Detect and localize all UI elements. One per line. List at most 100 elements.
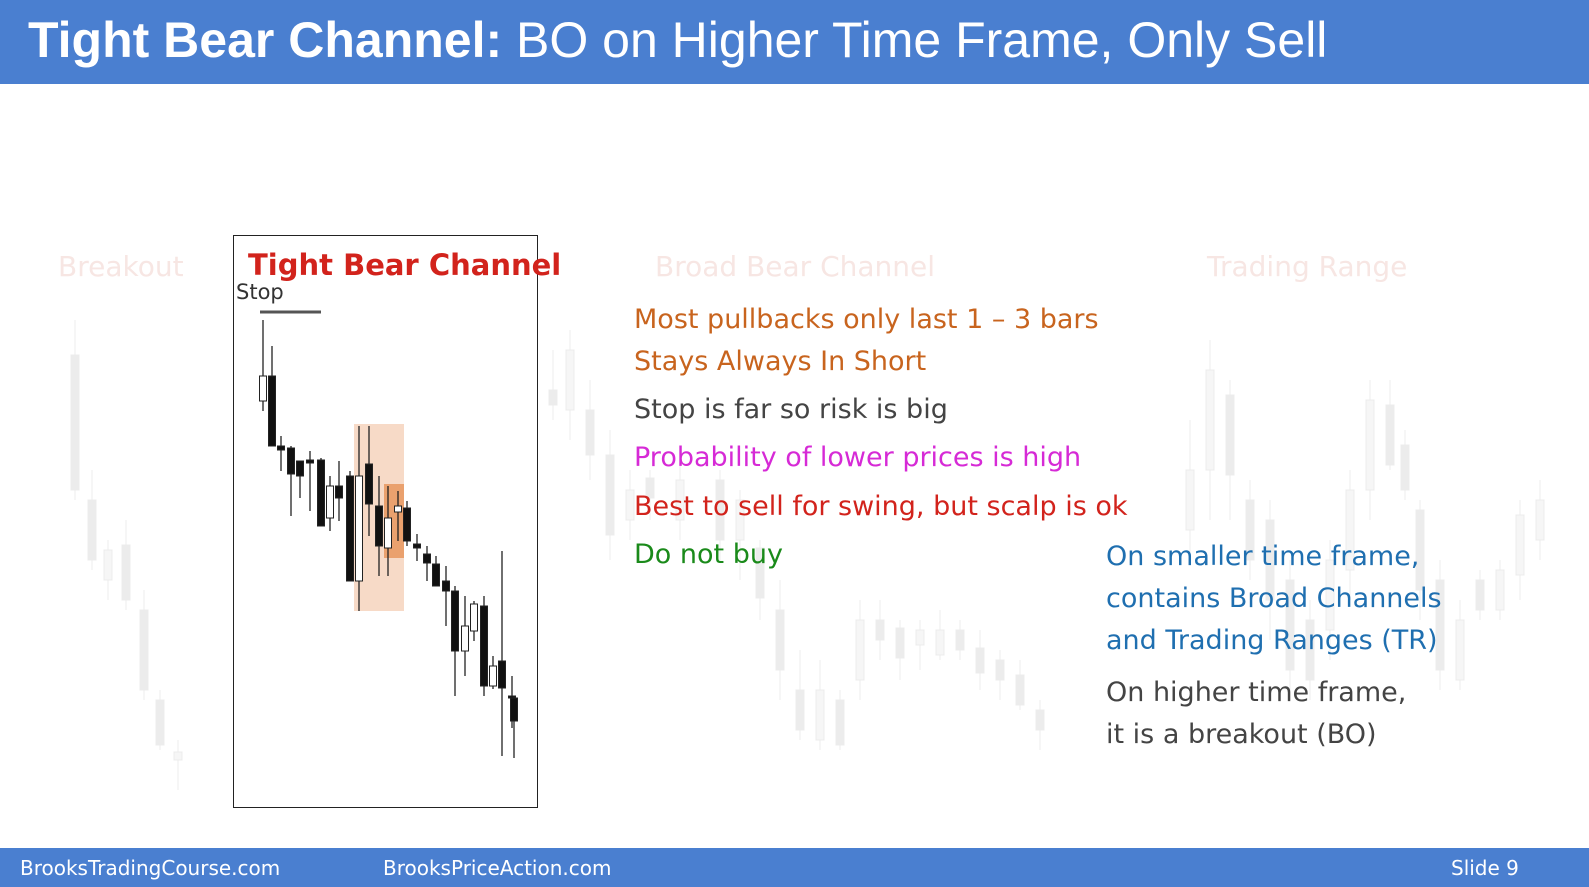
ghost-candle-body <box>1475 579 1485 611</box>
ghost-label-trading-range: Trading Range <box>1207 250 1408 283</box>
candle-body <box>317 459 325 527</box>
bullet-item-do-not-buy: Do not buy <box>634 539 783 570</box>
slide-title-bold: Tight Bear Channel: <box>28 12 503 68</box>
smaller-tf-line-1: On smaller time frame, <box>1106 541 1420 572</box>
candle-body <box>461 625 469 652</box>
ghost-candle-body <box>70 354 80 491</box>
candle-body <box>268 375 276 447</box>
candle-body <box>326 485 334 519</box>
ghost-candle-body <box>815 689 825 741</box>
ghost-candle-body <box>1265 519 1275 601</box>
candle-body <box>423 553 431 564</box>
higher-tf-line-1: On higher time frame, <box>1106 677 1407 708</box>
ghost-candle-body <box>585 409 595 456</box>
slide-number: Slide 9 <box>1451 856 1519 880</box>
ghost-candle-body <box>675 479 685 521</box>
ghost-candle-body <box>625 489 635 521</box>
bullet-item-probability: Probability of lower prices is high <box>634 442 1082 473</box>
footer-link-brooks-price-action[interactable]: BrooksPriceAction.com <box>383 856 612 880</box>
ghost-candle-body <box>1185 469 1195 531</box>
ghost-candle-body <box>565 349 575 411</box>
ghost-candle-body <box>755 547 765 599</box>
candle-body <box>470 603 478 632</box>
slide-footer: BrooksTradingCourse.com BrooksPriceActio… <box>0 848 1589 887</box>
smaller-tf-line-2: contains Broad Channels <box>1106 583 1442 614</box>
ghost-candle-body <box>995 659 1005 681</box>
ghost-candle-body <box>795 689 805 731</box>
ghost-candle-body <box>1535 499 1545 541</box>
slide-title: Tight Bear Channel: BO on Higher Time Fr… <box>28 10 1327 70</box>
stop-label: Stop <box>236 280 284 304</box>
bullet-item-pullbacks: Most pullbacks only last 1 – 3 bars <box>634 304 1099 335</box>
candle-body <box>375 505 383 547</box>
candle-body <box>296 460 304 477</box>
ghost-candle-body <box>775 609 785 671</box>
candle-body <box>413 543 421 549</box>
ghost-candle-body <box>895 627 905 659</box>
ghost-candle-body <box>1435 579 1445 671</box>
ghost-candle-body <box>1400 444 1410 491</box>
candle-body <box>365 463 373 505</box>
ghost-candle-body <box>875 619 885 641</box>
ghost-candle-body <box>121 544 131 601</box>
ghost-candle-body <box>1245 499 1255 561</box>
ghost-candle-body <box>103 549 113 581</box>
ghost-candle-body <box>715 479 725 541</box>
candle-body <box>451 590 459 652</box>
ghost-candle-body <box>155 699 165 746</box>
ghost-candle-body <box>1225 394 1235 476</box>
ghost-label-broad-bear-channel: Broad Bear Channel <box>655 250 936 283</box>
ghost-candle-body <box>1285 579 1295 671</box>
ghost-candle-body <box>1205 369 1215 471</box>
smaller-tf-line-3: and Trading Ranges (TR) <box>1106 625 1438 656</box>
candlestick-chart <box>259 310 518 758</box>
ghost-candle-body <box>915 629 925 646</box>
smaller-timeframe-note: On smaller time frame, contains Broad Ch… <box>1106 536 1442 662</box>
ghost-candle-body <box>735 499 745 541</box>
candle-body <box>277 445 285 451</box>
ghost-candle-body <box>1365 399 1375 491</box>
candle-body <box>346 475 354 582</box>
candle-body <box>510 697 518 722</box>
ghost-candle-body <box>1345 489 1355 571</box>
candle-body <box>442 580 450 592</box>
ghost-candle-body <box>1415 509 1425 591</box>
bullet-item-always-in-short: Stays Always In Short <box>634 346 927 377</box>
candle-body <box>335 485 343 499</box>
candle-body <box>384 517 392 549</box>
ghost-candle-body <box>855 619 865 681</box>
higher-timeframe-note: On higher time frame, it is a breakout (… <box>1106 672 1406 756</box>
ghost-candle-body <box>1325 559 1335 631</box>
candle-body <box>259 375 267 402</box>
ghost-candle-body <box>935 629 945 656</box>
candle-body <box>489 665 497 687</box>
ghost-candle-body <box>835 699 845 746</box>
ghost-label-breakout: Breakout <box>58 250 184 283</box>
candle-body <box>498 660 506 689</box>
candle-body <box>403 507 411 542</box>
candle-body <box>394 505 402 513</box>
candle-body <box>287 447 295 475</box>
chart-title: Tight Bear Channel <box>248 248 562 282</box>
ghost-candle-body <box>139 609 149 691</box>
footer-link-brooks-trading-course[interactable]: BrooksTradingCourse.com <box>20 856 281 880</box>
ghost-candle-body <box>955 629 965 651</box>
ghost-candle-body <box>1015 674 1025 706</box>
slide-header: Tight Bear Channel: BO on Higher Time Fr… <box>0 0 1589 84</box>
ghost-candle-body <box>173 751 183 761</box>
ghost-candle-body <box>87 499 97 561</box>
bullet-item-best-to-sell: Best to sell for swing, but scalp is ok <box>634 491 1128 522</box>
ghost-candle-body <box>548 389 558 406</box>
candle-body <box>355 475 363 582</box>
higher-tf-line-2: it is a breakout (BO) <box>1106 719 1377 750</box>
ghost-candle-body <box>605 454 615 536</box>
ghost-candle-body <box>1515 514 1525 576</box>
ghost-candle-body <box>1495 569 1505 611</box>
ghost-candle-body <box>1035 709 1045 731</box>
bullet-item-stop-far: Stop is far so risk is big <box>634 394 948 425</box>
tight-bear-channel-chart: Tight Bear Channel Stop <box>233 235 561 808</box>
ghost-candle-body <box>1455 619 1465 681</box>
candle-body <box>480 605 488 687</box>
ghost-candle-body <box>975 647 985 674</box>
